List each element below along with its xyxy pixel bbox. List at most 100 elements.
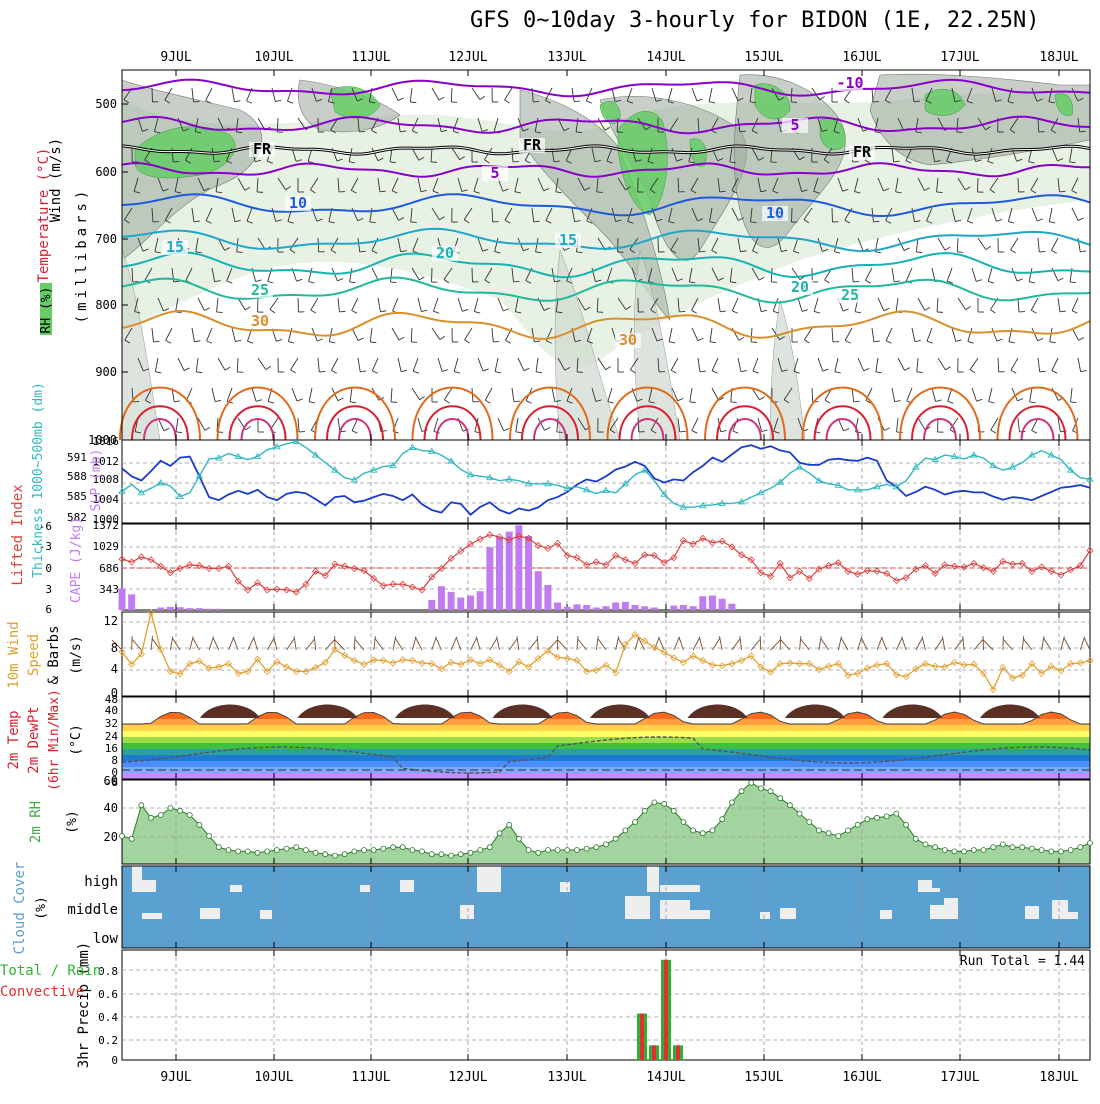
rh2m-marker (439, 852, 444, 857)
date-label-top: 10JUL (254, 50, 293, 65)
rh2m-marker (971, 848, 976, 853)
wind-barb-flag (411, 222, 417, 223)
rh2m-marker (1078, 845, 1083, 850)
cape-bar (709, 596, 716, 610)
rh2m-tick: 20 (104, 830, 118, 844)
rh2m-marker (536, 850, 541, 855)
wind10-barb (497, 636, 500, 650)
rh2m-marker (207, 834, 212, 839)
wind-barb-flag (957, 132, 963, 133)
cape-bar (477, 591, 484, 610)
rh2m-marker (807, 820, 812, 825)
wind10-tick: 8 (111, 641, 118, 655)
wind10-barb (881, 637, 886, 650)
cloud-block (477, 866, 501, 892)
date-label-bottom: 17JUL (940, 1070, 979, 1085)
rh2m-marker (565, 848, 570, 853)
rh2m-marker (149, 815, 154, 820)
wind10-barb (974, 639, 983, 650)
date-label-top: 12JUL (448, 50, 487, 65)
cape-bar (448, 592, 455, 610)
wind-barb-flag (679, 311, 685, 312)
wind-panel-frame (122, 612, 1090, 696)
thickness-tick: 588 (67, 470, 87, 483)
precip-bar-convective (676, 1045, 680, 1060)
rh2m-marker (216, 845, 221, 850)
date-label-top: 9JUL (160, 50, 191, 65)
rh2m-marker (710, 828, 715, 833)
date-label-top: 14JUL (646, 50, 685, 65)
rh2m-marker (284, 846, 289, 851)
rh2m-marker (226, 848, 231, 853)
axis-label-wind10-barbs: & Barbs (46, 625, 62, 684)
rh2m-marker (478, 848, 483, 853)
axis-label-precip-convective: Convective (0, 984, 84, 1000)
cloud-block (560, 882, 570, 892)
cloud-level-low: low (93, 931, 119, 947)
wind-barb-flag (1071, 402, 1077, 403)
rh2m-marker (545, 848, 550, 853)
precip-run-total: Run Total = 1.44 (960, 954, 1085, 969)
wind-barb-flag (853, 281, 859, 282)
cape-bar (719, 599, 726, 610)
rh2m-marker (429, 852, 434, 857)
cloud-block (1052, 900, 1068, 919)
date-label-bottom: 16JUL (842, 1070, 881, 1085)
contour-label: 5 (790, 116, 799, 134)
cape-bar (728, 604, 735, 610)
contour-label: FR (523, 136, 542, 154)
rh2m-marker (371, 848, 376, 853)
rh2m-marker (313, 850, 318, 855)
rh2m-marker (1029, 846, 1034, 851)
axis-label-precip-total: Total / Rain (0, 963, 101, 979)
rh2m-marker (933, 845, 938, 850)
cape-tick: 1029 (93, 540, 120, 553)
precip-tick: 0.6 (98, 988, 118, 1001)
rh2m-marker (671, 808, 676, 813)
cape-bar (544, 585, 551, 610)
temp-color-band (122, 743, 1090, 749)
cape-bar (457, 597, 464, 610)
axis-label-minmax: (6hr Min/Max) (47, 689, 62, 791)
wind-barb-flag (1039, 251, 1045, 252)
rh2m-marker (1039, 848, 1044, 853)
rh2m-marker (449, 853, 454, 858)
wind-barb-flag (873, 221, 879, 222)
rh2m-marker (1088, 841, 1093, 846)
rh2m-marker (187, 813, 192, 818)
temp-tick: 32 (105, 717, 118, 730)
cape-bar (641, 606, 648, 610)
thickness-tick: 591 (67, 451, 87, 464)
wind-barb-flag (359, 131, 365, 132)
rh2m-marker (884, 814, 889, 819)
rh2m-marker (787, 803, 792, 808)
cape-bar (215, 609, 222, 610)
date-label-bottom: 13JUL (547, 1070, 586, 1085)
cape-tick: 686 (99, 562, 119, 575)
cape-bar (196, 608, 203, 610)
cloud-block (944, 898, 958, 919)
cape-bar (496, 537, 503, 610)
rh2m-marker (139, 803, 144, 808)
wind-barb-flag (217, 312, 223, 313)
rh2m-marker (400, 845, 405, 850)
axis-label-precip: 3hr Precip (mm) (76, 942, 92, 1068)
cape-bar (167, 607, 174, 610)
date-label-top: 17JUL (940, 50, 979, 65)
contour-label: 20 (791, 278, 809, 296)
cape-bar (593, 607, 600, 610)
wind10-barb (548, 640, 558, 650)
rh2m-marker (797, 811, 802, 816)
lifted-index-line (122, 535, 1090, 592)
contour-label: 15 (166, 238, 184, 256)
temp-color-band (122, 761, 1090, 767)
wind-barb-flag (597, 192, 603, 193)
rh2m-marker (255, 850, 260, 855)
contour-label: FR (253, 140, 272, 158)
axis-label-cloud: Cloud Cover (12, 862, 28, 955)
rh2m-marker (468, 850, 473, 855)
cape-bar (622, 602, 629, 610)
wind10-barb (596, 636, 598, 650)
rh2m-marker (923, 842, 928, 847)
cloud-block (360, 885, 370, 892)
